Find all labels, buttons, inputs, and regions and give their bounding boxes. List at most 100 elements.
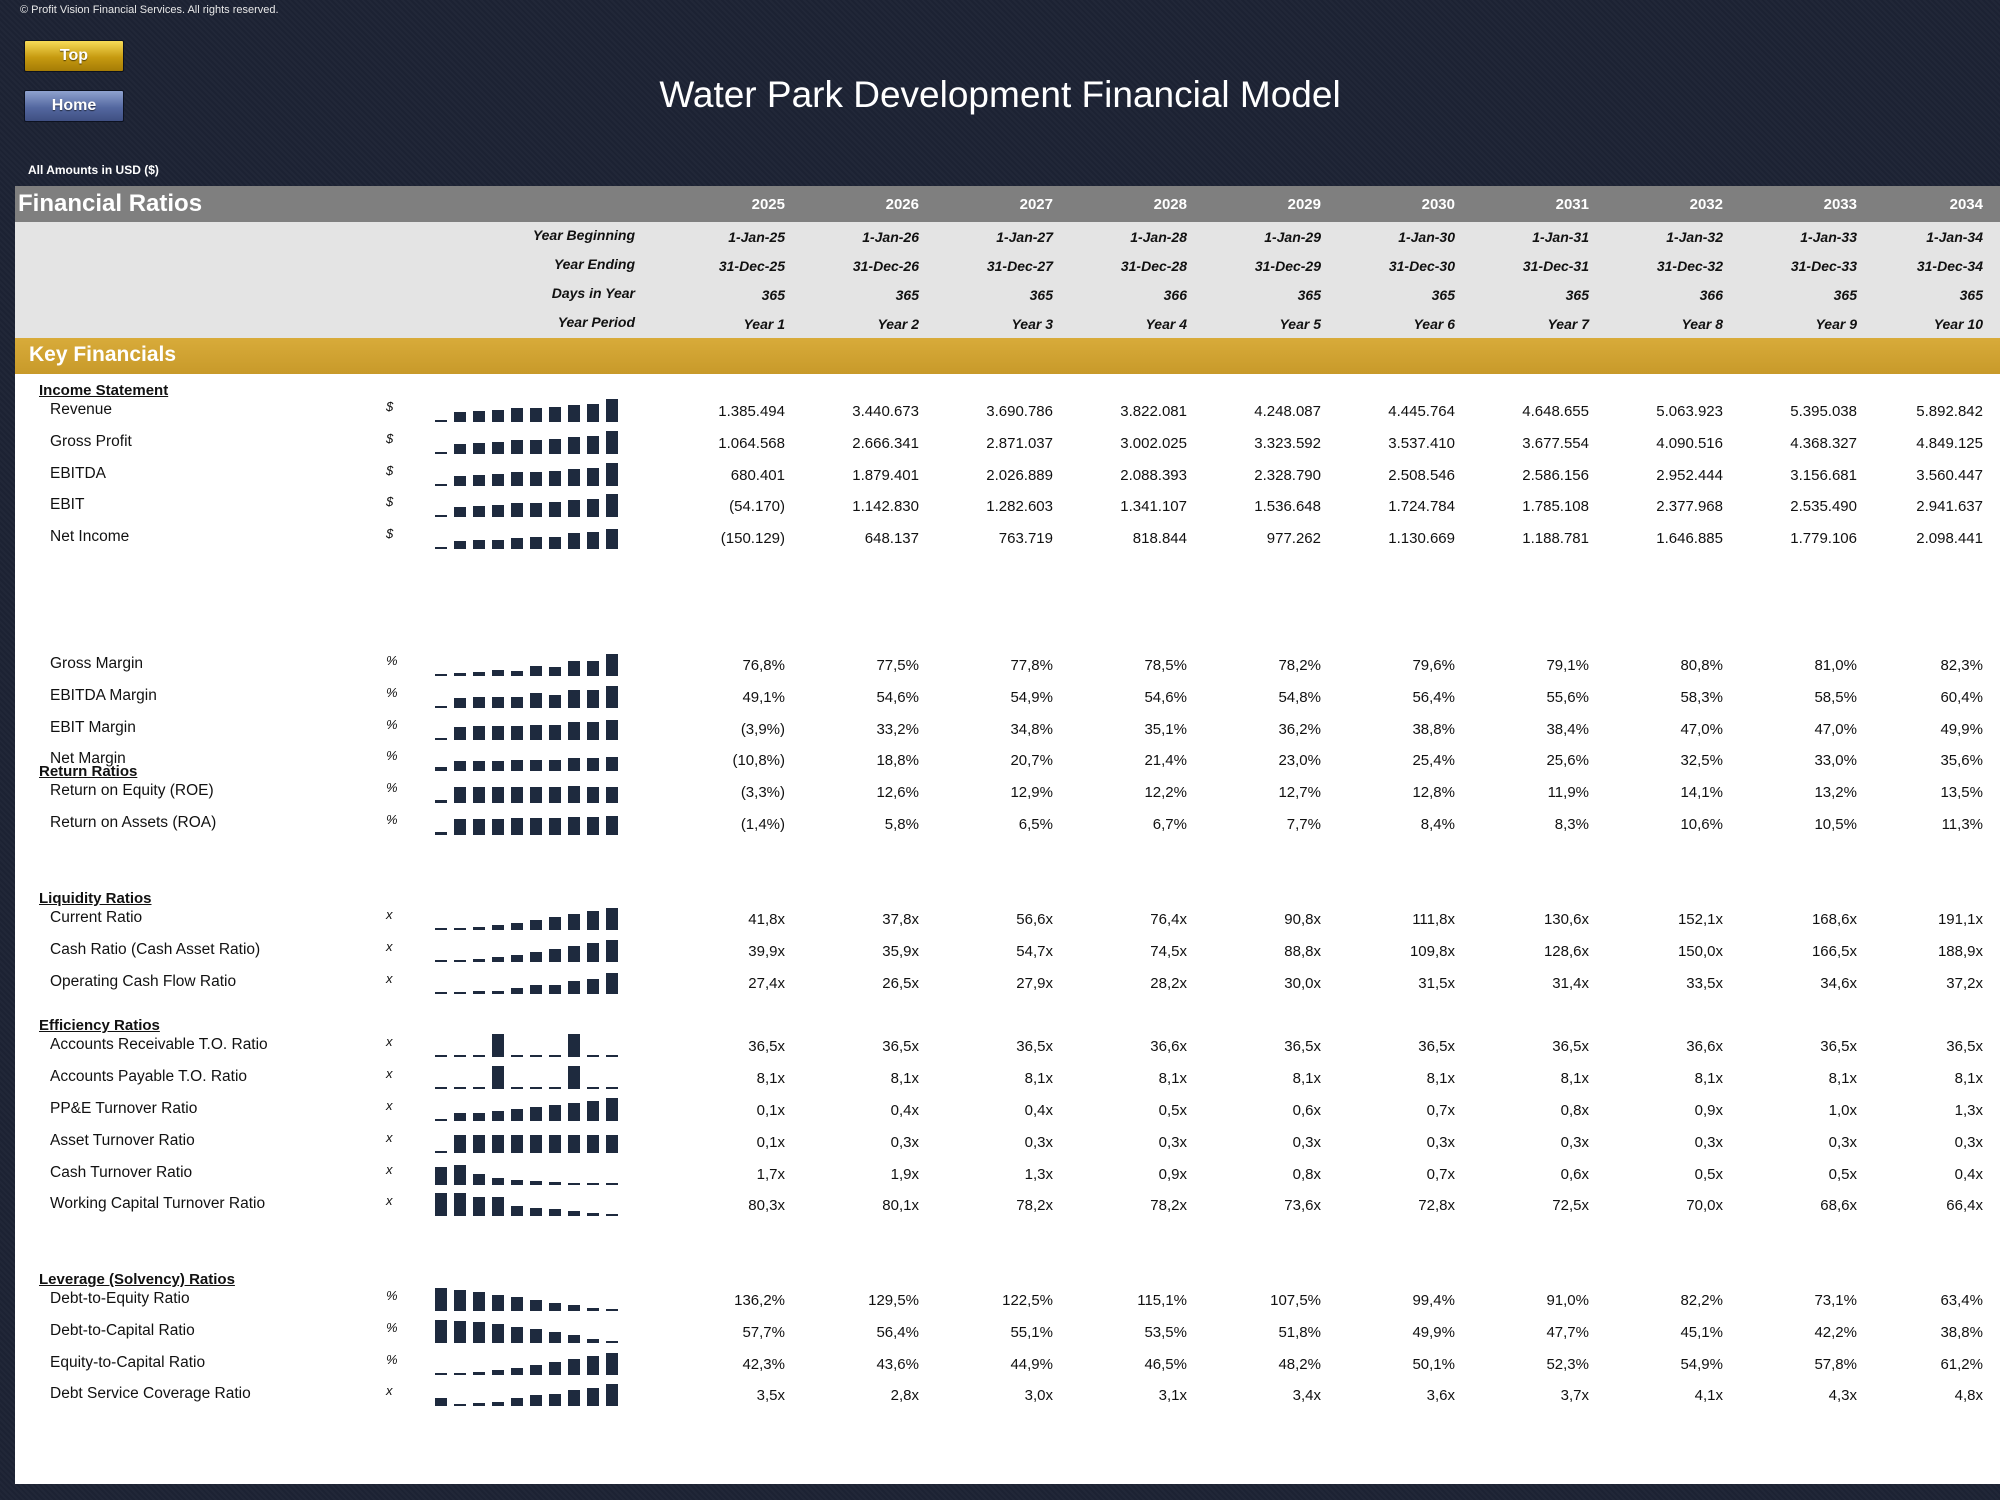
sparkline-bar [454,1193,466,1216]
sparkline-bar [454,444,466,454]
unit-symbol: x [386,1130,393,1145]
value-cell: 115,1% [1137,1292,1187,1309]
sparkline-bar [435,1288,447,1311]
period-cell: 1-Jan-26 [862,229,919,245]
unit-symbol: $ [386,526,394,541]
sparkline-bar [530,1365,542,1375]
period-cell: Year 5 [1279,316,1321,332]
period-cell: 366 [1163,287,1187,303]
value-cell: 3,6x [1426,1387,1455,1404]
value-cell: 12,2% [1144,784,1187,801]
period-cell: 1-Jan-34 [1926,229,1983,245]
year-header: 2028 [1153,196,1187,213]
value-cell: 74,5x [1150,943,1187,960]
sparkline-bar [587,787,599,803]
sparkline-bar [606,529,618,549]
home-button[interactable]: Home [24,90,124,122]
value-cell: 4.445.764 [1388,403,1455,420]
value-cell: 35,1% [1144,721,1187,738]
value-cell: 54,7x [1016,943,1053,960]
period-cell: 365 [1959,287,1983,303]
sparkline-bar [587,722,599,740]
ratio-label: Debt-to-Equity Ratio [50,1290,190,1307]
sparkline-bar [530,818,542,835]
value-cell: 0,4x [1024,1102,1053,1119]
ratio-label: Equity-to-Capital Ratio [50,1354,206,1371]
sparkline-bar [454,507,466,517]
value-cell: 91,0% [1546,1292,1589,1309]
period-cell: 1-Jan-32 [1666,229,1723,245]
value-cell: 4.849.125 [1916,435,1983,452]
sparkline-bar [473,1087,485,1089]
sparkline [435,1349,625,1375]
group-title: Efficiency Ratios [39,1017,160,1034]
top-button[interactable]: Top [24,40,124,72]
period-cell: Year 7 [1547,316,1589,332]
sparkline-bar [549,1055,561,1057]
value-cell: 2.666.341 [852,435,919,452]
sparkline-bar [435,484,447,486]
value-cell: 8,1x [1954,1070,1983,1087]
key-financials-title: Key Financials [29,343,177,366]
value-cell: 2.098.441 [1916,530,1983,547]
unit-symbol: % [386,748,398,763]
unit-symbol: $ [386,431,394,446]
value-cell: 136,2% [734,1292,785,1309]
sparkline-bar [587,1135,599,1153]
value-cell: 57,7% [742,1324,785,1341]
value-cell: 33,0% [1814,752,1857,769]
value-cell: 57,8% [1814,1356,1857,1373]
value-cell: 0,3x [1292,1134,1321,1151]
value-cell: 0,3x [1560,1134,1589,1151]
value-cell: 0,6x [1292,1102,1321,1119]
period-cell: 366 [1699,287,1723,303]
sparkline-bar [511,697,523,708]
value-cell: 36,5x [1284,1038,1321,1055]
value-cell: 1,3x [1024,1166,1053,1183]
period-cell: Year 2 [877,316,919,332]
value-cell: 3,0x [1024,1387,1053,1404]
value-cell: 188,9x [1937,943,1983,960]
sparkline-bar [454,1404,466,1406]
ratio-label: Net Margin [50,750,126,767]
value-cell: 47,0% [1680,721,1723,738]
ratio-label: EBIT Margin [50,719,136,736]
sparkline-bar [454,476,466,486]
sparkline-bar [587,943,599,962]
period-cell: Year 3 [1011,316,1053,332]
sparkline-bar [492,1178,504,1185]
sparkline-bar [454,1135,466,1153]
value-cell: 80,1x [882,1197,919,1214]
sparkline-bar [473,475,485,486]
value-cell: 78,5% [1144,657,1187,674]
sparkline-bar [568,690,580,708]
value-cell: 0,6x [1560,1166,1589,1183]
sparkline-bar [454,1373,466,1375]
value-cell: 2.941.637 [1916,498,1983,515]
value-cell: 10,6% [1680,816,1723,833]
ratio-label: Gross Margin [50,655,144,672]
sparkline-bar [530,440,542,454]
unit-symbol: x [386,1098,393,1113]
unit-symbol: x [386,1383,393,1398]
value-cell: 2.586.156 [1522,467,1589,484]
ratio-label: Cash Turnover Ratio [50,1164,193,1181]
value-cell: 36,5x [748,1038,785,1055]
value-cell: 21,4% [1144,752,1187,769]
value-cell: 51,8% [1278,1324,1321,1341]
value-cell: 14,1% [1680,784,1723,801]
value-cell: 1.646.885 [1656,530,1723,547]
sparkline-bar [511,1368,523,1375]
unit-symbol: % [386,812,398,827]
sparkline-bar [511,1327,523,1343]
period-cell: 31-Dec-28 [1120,258,1187,274]
ratio-label: Debt-to-Capital Ratio [50,1322,195,1339]
sparkline-bar [549,502,561,517]
sparkline-bar [435,767,447,771]
value-cell: 1,7x [756,1166,785,1183]
sparkline-bar [454,1055,466,1057]
sparkline [435,1190,625,1216]
period-row-label: Days in Year [551,285,635,301]
period-cell: Year 8 [1681,316,1723,332]
ratio-label: PP&E Turnover Ratio [50,1100,198,1117]
